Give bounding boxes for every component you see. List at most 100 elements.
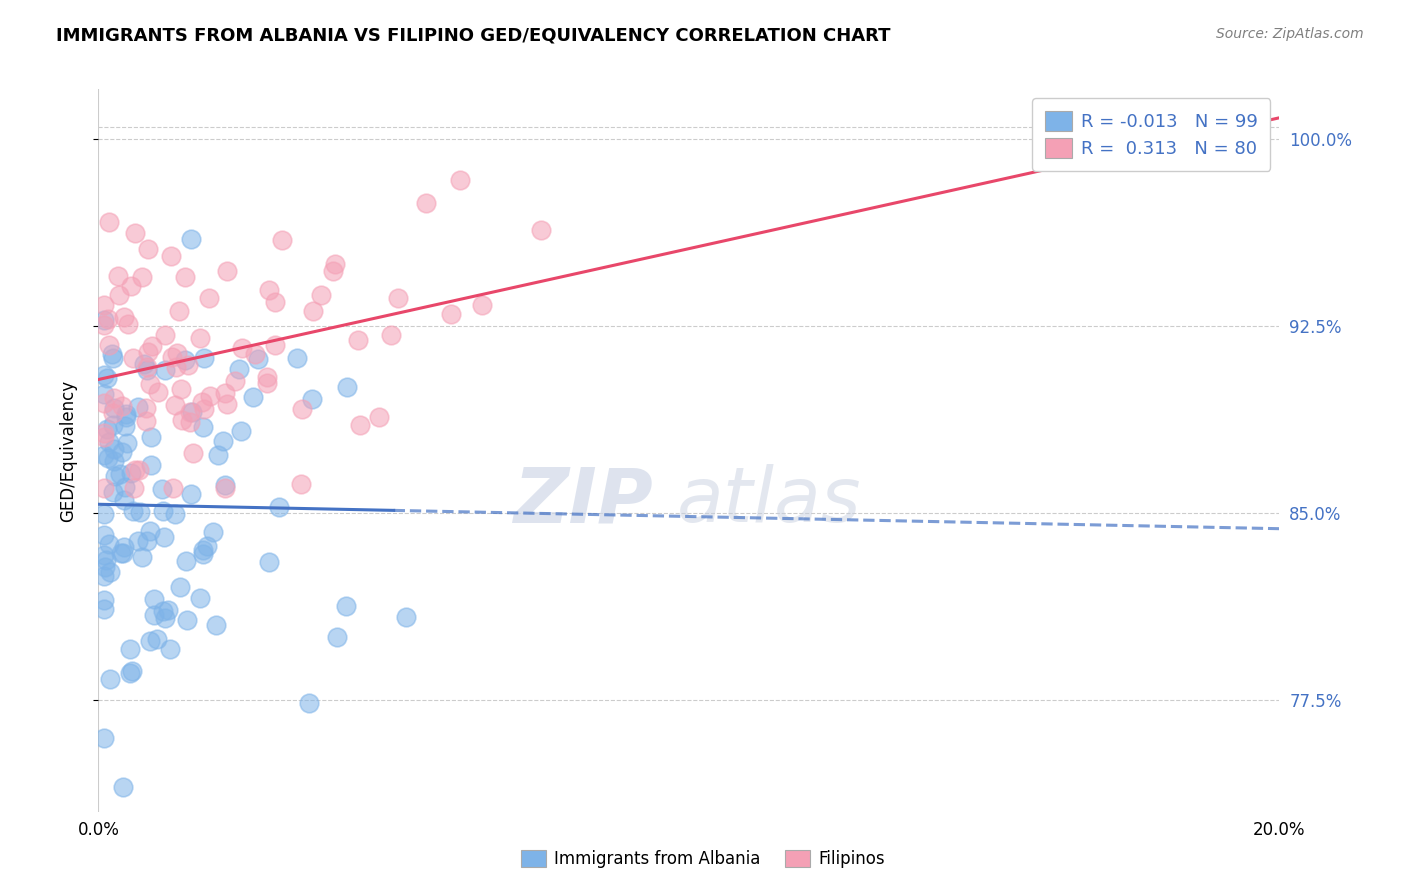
Point [243,346,266,360]
Point [165,507,187,521]
Point [93,368,115,382]
Point [139,458,162,472]
Point [93,731,115,746]
Point [193,402,215,417]
Point [136,242,159,256]
Point [191,395,214,409]
Point [217,397,239,411]
Point [256,369,278,384]
Point [117,317,139,331]
Point [93,548,115,562]
Point [264,338,287,352]
Point [98,435,121,450]
Point [93,593,115,607]
Point [138,524,160,538]
Point [118,642,141,657]
Point [146,384,169,399]
Point [471,298,494,312]
Point [114,418,136,433]
Point [163,399,186,413]
Point [150,482,173,496]
Point [152,503,174,517]
Point [128,463,150,477]
Point [115,435,138,450]
Point [107,268,129,283]
Point [347,333,370,347]
Point [128,533,150,548]
Point [93,481,115,495]
Point [152,529,174,543]
Point [415,196,437,211]
Point [301,392,323,406]
Point [191,420,214,434]
Point [166,345,188,359]
Point [100,347,122,361]
Point [159,642,181,657]
Point [93,396,115,410]
Point [97,312,120,326]
Point [153,328,176,343]
Point [291,402,314,417]
Point [115,409,138,424]
Point [263,295,285,310]
Point [202,524,225,539]
Point [179,405,201,419]
Point [170,412,193,426]
Point [124,463,146,477]
Point [229,424,252,438]
Point [112,540,135,554]
Point [139,634,162,648]
Point [193,547,215,561]
Point [103,392,125,406]
Point [108,467,131,481]
Legend: R = -0.013   N = 99, R =  0.313   N = 80: R = -0.013 N = 99, R = 0.313 N = 80 [1032,98,1271,170]
Y-axis label: GED/Equivalency: GED/Equivalency [59,379,77,522]
Point [336,380,359,394]
Point [108,288,131,302]
Point [349,417,371,432]
Point [100,565,122,579]
Point [93,313,115,327]
Point [170,382,193,396]
Point [100,672,122,686]
Point [449,173,471,187]
Point [127,400,149,414]
Point [120,467,142,481]
Point [212,434,235,449]
Point [104,469,127,483]
Point [162,481,184,495]
Point [247,351,270,366]
Point [169,580,191,594]
Point [298,697,321,711]
Point [231,342,253,356]
Point [115,407,138,421]
Point [146,632,169,647]
Point [93,527,115,541]
Point [256,376,278,390]
Point [101,417,124,432]
Point [311,288,333,302]
Point [103,401,125,416]
Point [135,413,157,427]
Point [98,537,121,551]
Point [110,399,132,413]
Point [111,546,134,560]
Point [367,410,389,425]
Point [159,250,181,264]
Point [124,481,146,495]
Point [114,479,136,493]
Point [111,780,134,794]
Point [141,338,163,352]
Point [174,554,197,568]
Point [101,406,124,420]
Point [93,507,115,521]
Point [131,270,153,285]
Point [135,401,157,416]
Legend: Immigrants from Albania, Filipinos: Immigrants from Albania, Filipinos [515,843,891,875]
Point [101,485,124,500]
Point [135,534,157,549]
Point [530,223,553,237]
Point [228,361,250,376]
Point [111,444,134,458]
Point [323,257,346,271]
